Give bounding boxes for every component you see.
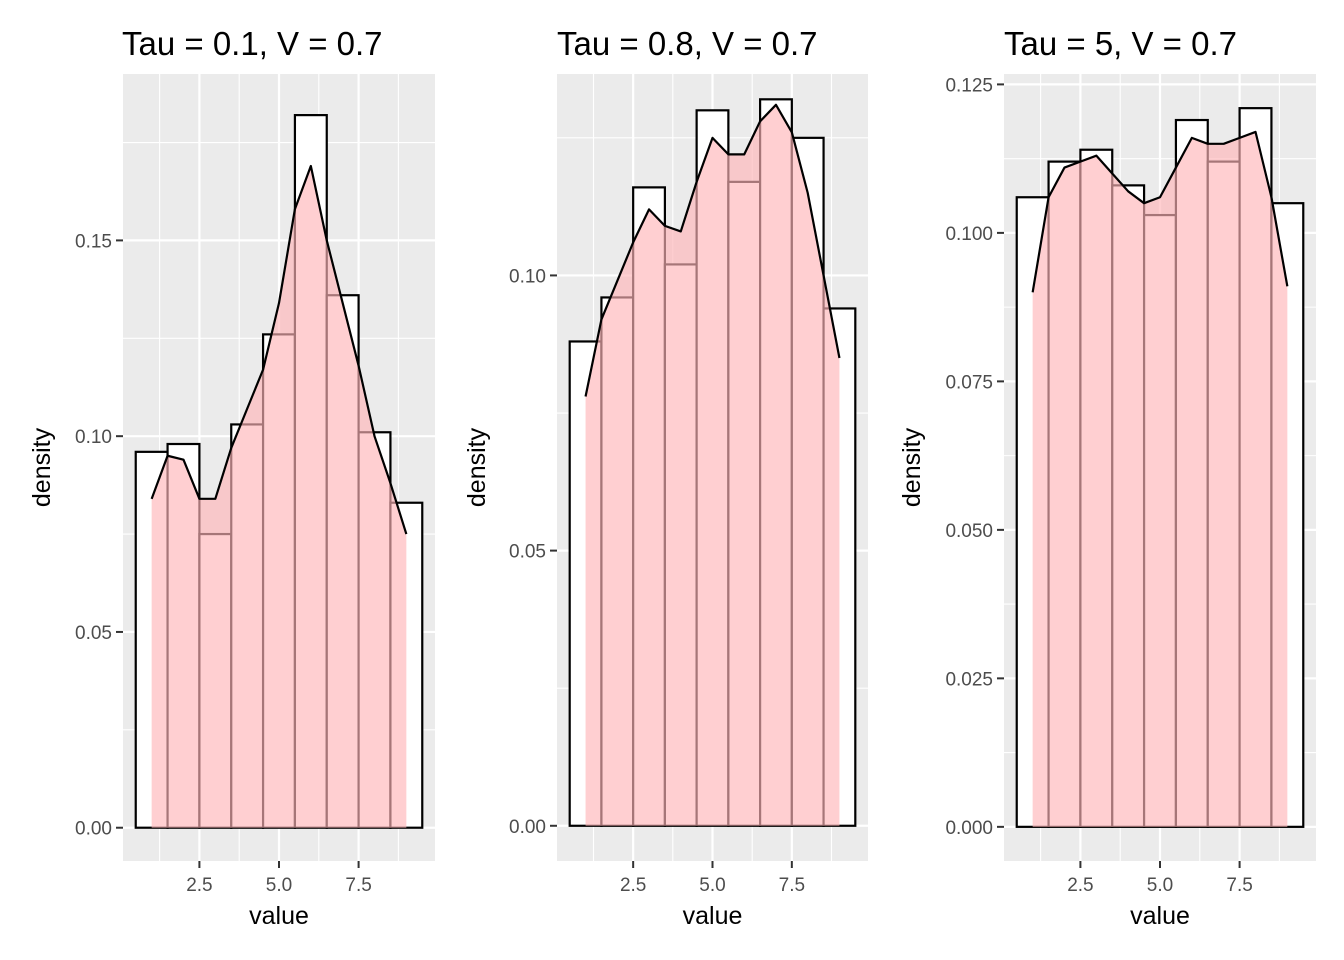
x-tick-label: 7.5	[1226, 875, 1252, 896]
y-tick-label: 0.125	[945, 75, 993, 96]
y-tick-label: 0.050	[945, 521, 993, 542]
y-tick-label: 0.00	[509, 817, 546, 838]
y-tick-label: 0.00	[75, 819, 112, 840]
x-axis-label: value	[683, 902, 743, 930]
panel-title: Tau = 5, V = 0.7	[1004, 25, 1237, 62]
facet-panel-1: 0.00 0.05 0.10 0.15 2.5 5.0 7.5 Tau = 0.1, V = …	[28, 25, 435, 930]
x-axis-label: value	[249, 902, 309, 930]
y-axis-label: density	[463, 427, 491, 507]
x-tick-label: 2.5	[1067, 875, 1093, 896]
y-tick-label: 0.10	[75, 427, 112, 448]
density-area	[1032, 131, 1288, 827]
y-tick-label: 0.000	[945, 818, 993, 839]
y-axis-label: density	[898, 427, 926, 507]
density-area	[585, 104, 840, 826]
panel-title: Tau = 0.8, V = 0.7	[557, 25, 818, 62]
x-tick-label: 7.5	[779, 875, 805, 896]
density-line	[150, 164, 408, 535]
y-tick-label: 0.05	[509, 542, 546, 563]
y-tick-label: 0.05	[75, 623, 112, 644]
panel-title: Tau = 0.1, V = 0.7	[122, 25, 383, 62]
y-axis-label: density	[28, 427, 56, 507]
x-axis-label: value	[1130, 902, 1190, 930]
x-tick-label: 5.0	[266, 875, 292, 896]
y-tick-label: 0.100	[945, 224, 993, 245]
x-tick-label: 5.0	[1147, 875, 1173, 896]
density-area	[151, 166, 407, 828]
x-tick-label: 2.5	[620, 875, 646, 896]
facet-panel-3: 0.000 0.025 0.050 0.075 0.100 0.125 2.5 5.0 7.5 T…	[898, 25, 1316, 930]
x-tick-label: 7.5	[345, 875, 371, 896]
y-tick-label: 0.075	[945, 372, 993, 393]
x-tick-label: 2.5	[186, 875, 212, 896]
x-tick-label: 5.0	[699, 875, 725, 896]
y-tick-label: 0.025	[945, 669, 993, 690]
facet-panel-2: 0.00 0.05 0.10 2.5 5.0 7.5 Tau = 0.8, V = 0.7 v…	[463, 25, 868, 930]
y-tick-label: 0.10	[509, 266, 546, 287]
density-line	[1031, 130, 1289, 293]
density-line	[584, 103, 841, 397]
y-tick-label: 0.15	[75, 231, 112, 252]
